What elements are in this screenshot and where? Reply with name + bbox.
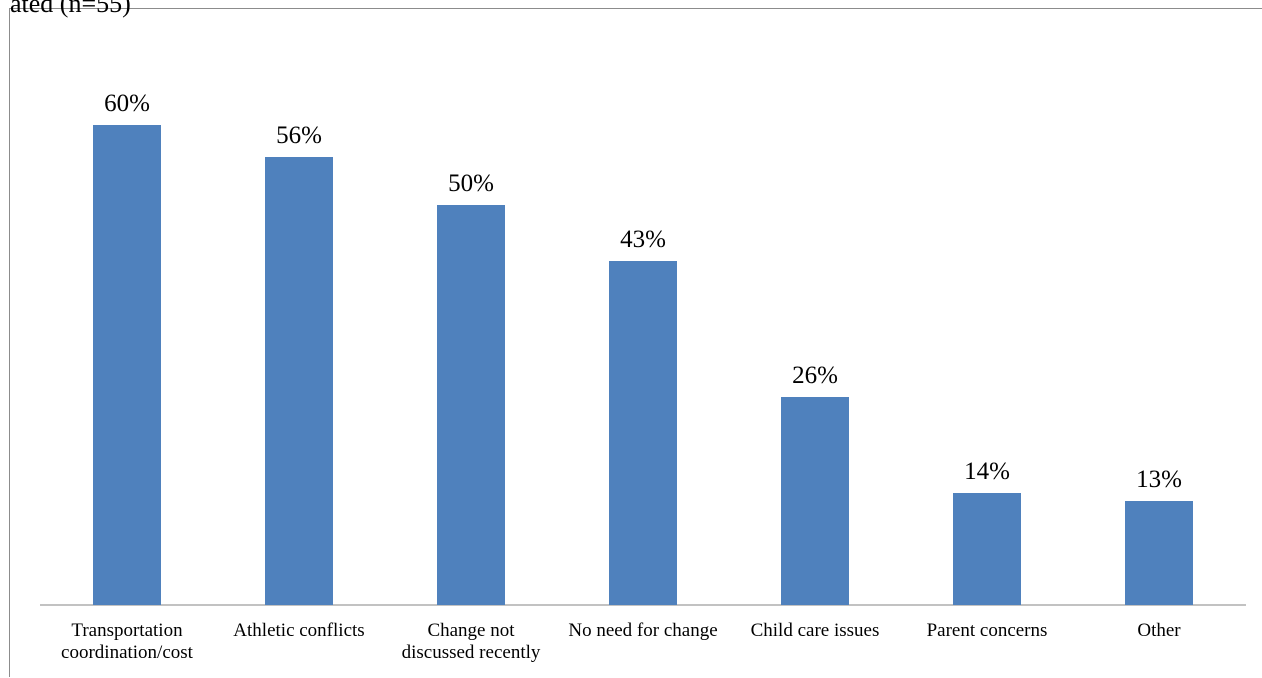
category-label-line: Athletic conflicts (233, 620, 365, 641)
category-label-4: No need for change (553, 620, 733, 642)
bar-6 (953, 493, 1021, 605)
data-label-2: 56% (276, 122, 322, 149)
category-label-7: Other (1069, 620, 1249, 642)
bar-chart: 60% 56% 50% 43% 26% 14% 13% (40, 90, 1246, 606)
category-label-line: discussed recently (401, 642, 541, 663)
data-label-3: 50% (448, 170, 494, 197)
category-label-line: Child care issues (750, 620, 880, 641)
data-label-4: 43% (620, 226, 666, 253)
bar-4 (609, 261, 677, 605)
bar-5 (781, 397, 849, 605)
category-label-1: Transportation coordination/cost (37, 620, 217, 664)
data-label-7: 13% (1136, 466, 1182, 493)
category-label-line: No need for change (568, 620, 718, 641)
category-label-6: Parent concerns (897, 620, 1077, 642)
bar-3 (437, 205, 505, 605)
category-label-line: Parent concerns (926, 620, 1048, 641)
data-label-1: 60% (104, 90, 150, 117)
category-label-line: Other (1137, 620, 1181, 641)
category-label-5: Child care issues (725, 620, 905, 642)
category-label-line: coordination/cost (61, 642, 193, 663)
category-label-line: Transportation (71, 620, 183, 641)
bar-1 (93, 125, 161, 605)
bar-2 (265, 157, 333, 605)
category-label-2: Athletic conflicts (209, 620, 389, 642)
data-label-6: 14% (964, 458, 1010, 485)
category-label-line: Change not (427, 620, 515, 641)
data-label-5: 26% (792, 362, 838, 389)
bar-7 (1125, 501, 1193, 605)
chart-frame: ated (n=55) 60% 56% 50% 43% 26% 14% 13% Transp… (9, 0, 1262, 677)
chart-title: ated (n=55) (10, 0, 131, 18)
category-label-3: Change not discussed recently (381, 620, 561, 664)
